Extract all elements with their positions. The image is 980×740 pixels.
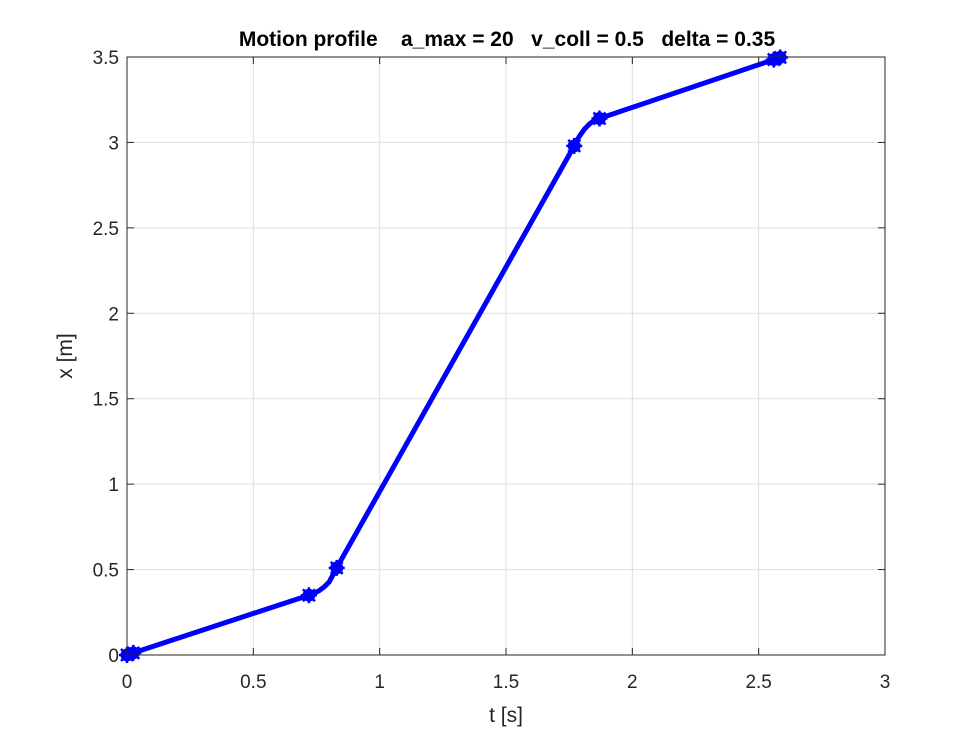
y-tick-label: 1: [108, 475, 119, 496]
y-tick-label: 2: [108, 304, 119, 325]
data-point-marker-arm: [302, 588, 316, 603]
y-tick-label: 0: [108, 646, 119, 667]
y-tick-label: 3.5: [93, 48, 119, 69]
x-tick-label: 2: [627, 672, 638, 693]
x-tick-label: 0: [122, 672, 133, 693]
y-tick-label: 2.5: [93, 219, 119, 240]
data-point-marker-arm: [126, 645, 141, 660]
x-tick-label: 0.5: [240, 672, 266, 693]
y-axis-label: x [m]: [54, 333, 77, 379]
data-point-marker-arm: [592, 111, 607, 126]
data-point-marker-arm: [567, 138, 582, 153]
x-tick-label: 1: [374, 672, 385, 693]
data-point-marker-arm: [329, 560, 344, 575]
tick-marks: [126, 56, 886, 656]
y-tick-label: 0.5: [93, 561, 119, 582]
x-tick-label: 3: [880, 672, 891, 693]
y-tick-label: 1.5: [93, 390, 119, 411]
y-tick-label: 3: [108, 133, 119, 154]
tick-labels: 0 0.5 1 1.5 2 2.5 3 0 0.5 1 1.5 2 2.5 3 3.5: [93, 48, 891, 693]
chart-title: Motion profile a_max = 20 v_coll = 0.5 d…: [239, 28, 776, 51]
x-axis-label: t [s]: [489, 704, 523, 727]
x-tick-label: 1.5: [493, 672, 519, 693]
x-tick-label: 2.5: [745, 672, 771, 693]
